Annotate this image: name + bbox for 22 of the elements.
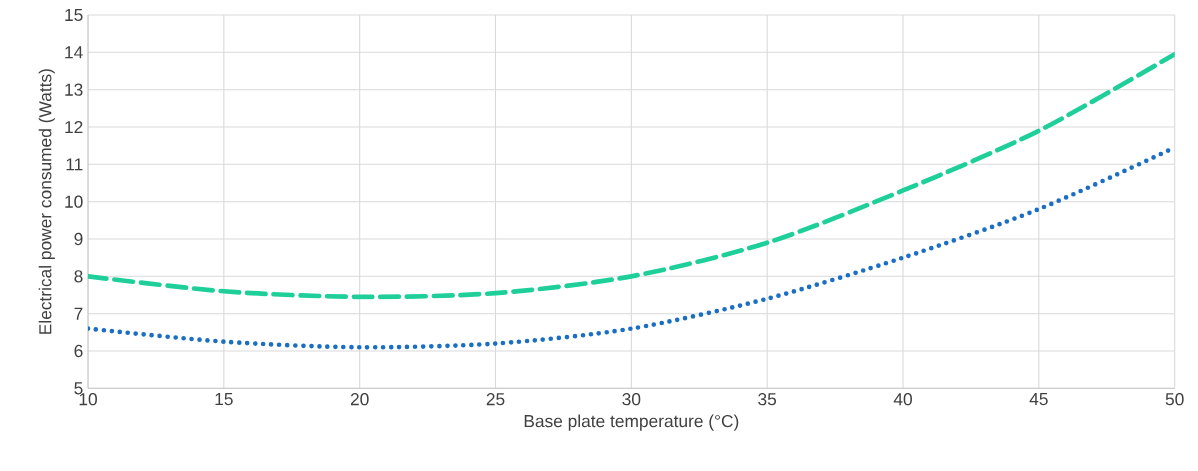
x-tick-label: 50 [1165, 393, 1184, 406]
y-tick-label: 15 [65, 8, 83, 22]
x-tick-label: 30 [622, 393, 641, 406]
y-tick-label: 5 [74, 382, 83, 395]
y-tick-label: 8 [74, 270, 83, 283]
y-tick-label: 10 [65, 195, 83, 208]
x-tick-label: 25 [486, 393, 505, 406]
x-tick-label: 40 [893, 393, 912, 406]
x-tick-label: 20 [350, 393, 369, 406]
y-tick-label: 13 [65, 83, 83, 96]
x-axis-title: Base plate temperature (°C) [524, 414, 739, 431]
x-tick-label: 35 [758, 393, 777, 406]
y-axis-title: Electrical power consumed (Watts) [38, 69, 55, 334]
y-tick-label: 11 [66, 158, 83, 171]
y-tick-label: 14 [65, 46, 83, 59]
y-tick-label: 12 [65, 120, 83, 134]
x-tick-label: 45 [1029, 393, 1048, 406]
x-tick-label: 15 [215, 393, 233, 406]
line-series [88, 51, 1175, 300]
y-tick-label: 7 [74, 307, 83, 320]
y-tick-label: 9 [74, 232, 83, 246]
y-tick-label: 6 [74, 344, 83, 358]
